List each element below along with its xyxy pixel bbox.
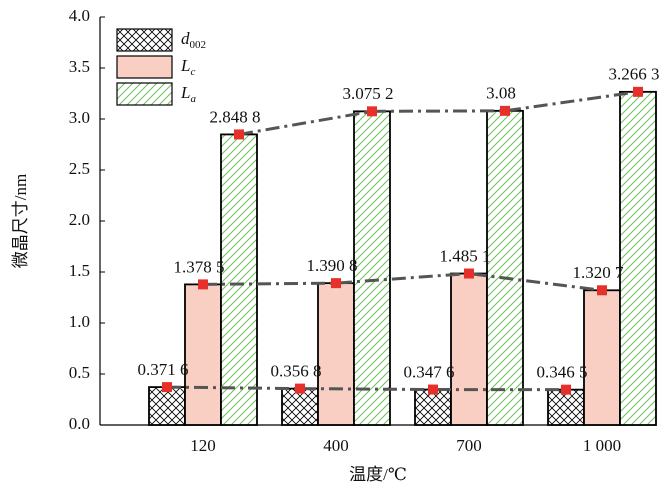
bar bbox=[583, 289, 621, 426]
legend-label: La bbox=[180, 83, 196, 105]
value-label: 3.075 2 bbox=[343, 84, 394, 103]
value-label: 0.356 8 bbox=[271, 362, 322, 381]
x-tick-label: 400 bbox=[323, 436, 349, 455]
legend-swatch bbox=[116, 28, 173, 52]
bar bbox=[220, 133, 258, 426]
trend-line bbox=[238, 90, 639, 136]
y-tick-label: 0.5 bbox=[69, 363, 90, 382]
y-tick-label: 4.0 bbox=[69, 6, 90, 25]
trend-line bbox=[166, 385, 567, 392]
value-label: 0.371 6 bbox=[138, 360, 189, 379]
bar bbox=[317, 282, 355, 426]
x-tick-label: 700 bbox=[456, 436, 482, 455]
bar bbox=[184, 283, 222, 426]
point-marker bbox=[597, 285, 607, 296]
value-label: 1.378 5 bbox=[174, 257, 225, 276]
point-marker bbox=[234, 129, 244, 140]
point-marker bbox=[428, 384, 438, 395]
bar bbox=[148, 386, 186, 426]
x-tick-label: 120 bbox=[190, 436, 216, 455]
bar bbox=[353, 110, 391, 426]
value-label: 3.08 bbox=[486, 84, 516, 103]
x-tick-label: 1 000 bbox=[583, 436, 621, 455]
value-label: 1.485 1 bbox=[440, 246, 491, 265]
value-label: 2.848 8 bbox=[210, 107, 261, 126]
y-tick-label: 3.0 bbox=[69, 108, 90, 127]
y-tick-label: 2.0 bbox=[69, 210, 90, 229]
legend-swatch bbox=[116, 82, 173, 106]
legend-label: Lc bbox=[180, 56, 195, 78]
y-axis-label: 微晶尺寸/nm bbox=[11, 174, 30, 268]
point-marker bbox=[633, 86, 643, 97]
value-label: 1.390 8 bbox=[307, 256, 358, 275]
value-label: 0.347 6 bbox=[404, 362, 455, 381]
x-axis-label: 温度/℃ bbox=[349, 465, 407, 484]
legend-swatch bbox=[116, 55, 173, 79]
value-label: 1.320 7 bbox=[573, 263, 625, 282]
bar bbox=[450, 272, 488, 426]
y-tick-label: 1.0 bbox=[69, 312, 90, 331]
trend-line bbox=[202, 272, 603, 292]
bar bbox=[547, 388, 585, 426]
bar bbox=[414, 388, 452, 426]
point-marker bbox=[295, 383, 305, 394]
value-label: 0.346 5 bbox=[537, 363, 588, 382]
bar bbox=[619, 90, 657, 426]
point-marker bbox=[561, 384, 571, 395]
legend-label: d002 bbox=[181, 29, 206, 51]
y-tick-label: 2.5 bbox=[69, 159, 90, 178]
point-marker bbox=[500, 105, 510, 116]
value-label: 3.266 3 bbox=[609, 65, 660, 84]
point-marker bbox=[464, 268, 474, 279]
point-marker bbox=[331, 278, 341, 289]
point-marker bbox=[162, 382, 172, 393]
bar bbox=[281, 387, 319, 426]
point-marker bbox=[367, 106, 377, 117]
y-tick-label: 0.0 bbox=[69, 414, 90, 433]
bar bbox=[486, 109, 524, 426]
y-tick-label: 1.5 bbox=[69, 261, 90, 280]
point-marker bbox=[198, 279, 208, 290]
y-tick-label: 3.5 bbox=[69, 57, 90, 76]
